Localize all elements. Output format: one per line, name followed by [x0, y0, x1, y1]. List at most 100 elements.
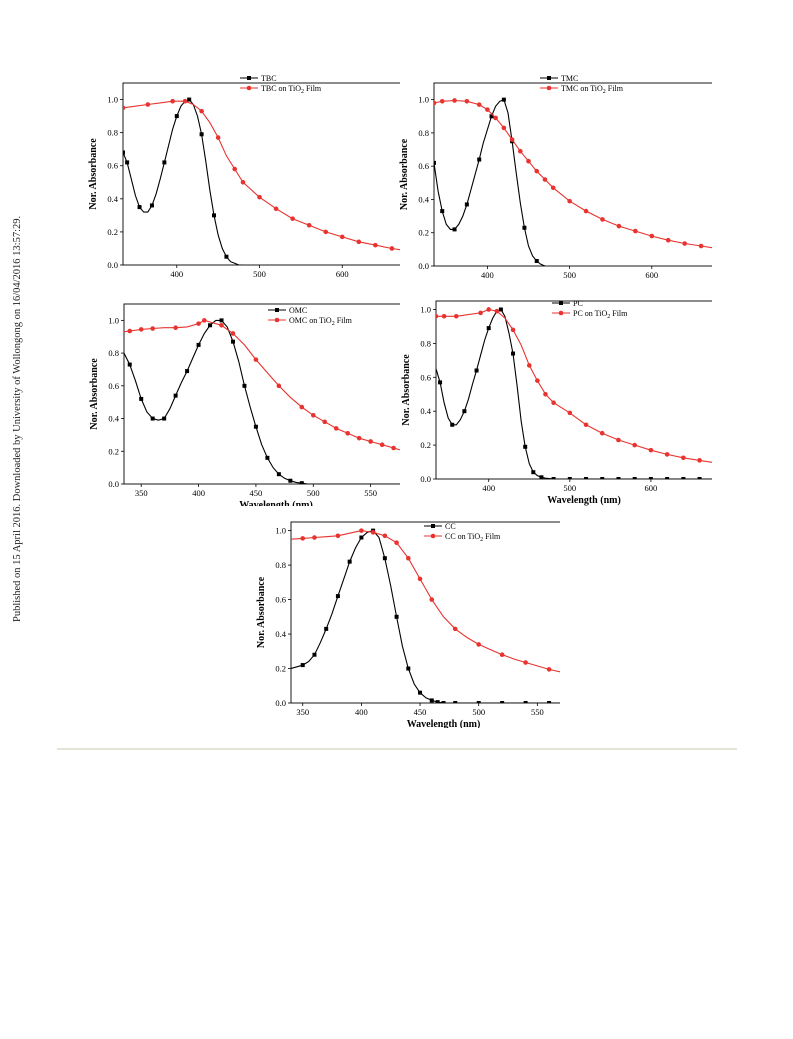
data-point-square [162, 416, 167, 421]
data-point-circle [499, 652, 505, 658]
y-tick-label: 0.6 [107, 161, 118, 171]
y-tick-label: 0.4 [420, 406, 431, 416]
data-point-circle [494, 308, 500, 314]
data-point-circle [345, 430, 350, 436]
legend-label-main: TBC on TiO [261, 84, 301, 93]
plot-frame [435, 300, 712, 480]
data-point-circle [145, 102, 151, 107]
legend-label: TMC [561, 74, 578, 83]
data-point-circle [368, 439, 373, 444]
data-point-circle [215, 135, 221, 140]
data-point-circle [452, 98, 457, 103]
data-point-circle [306, 222, 312, 228]
data-point-square [438, 380, 443, 385]
data-point-square [450, 422, 455, 427]
data-point-circle [681, 455, 686, 461]
legend-label-subscript: 2 [301, 89, 304, 95]
data-point-circle [648, 447, 654, 453]
y-tick-label: 0.6 [418, 161, 429, 171]
data-point-square [394, 614, 399, 619]
data-point-circle [127, 328, 133, 334]
data-point-square [242, 383, 247, 388]
x-axis-title: Wavelength (nm) [547, 495, 621, 506]
legend-label-main: PC on TiO [573, 309, 607, 318]
data-point-square [253, 424, 258, 429]
legend-marker-circle [558, 310, 564, 316]
data-point-circle [510, 327, 516, 333]
y-tick-label: 0.6 [275, 595, 286, 605]
legend-marker-square [275, 308, 279, 312]
data-point-circle [551, 400, 556, 406]
y-tick-label: 1.0 [275, 526, 286, 536]
data-point-square [464, 202, 469, 207]
y-tick-label: 0.2 [107, 227, 118, 237]
data-point-circle [310, 412, 316, 418]
legend-label-main: PC [573, 299, 583, 308]
data-point-circle [123, 105, 126, 111]
data-point-circle [406, 555, 411, 561]
legend-label-main: TBC [261, 74, 277, 83]
legend-label-main: TMC on TiO [561, 84, 603, 93]
x-tick-label: 600 [336, 269, 349, 279]
data-point-square [462, 409, 467, 414]
data-point-circle [493, 115, 498, 121]
data-point-circle [240, 179, 246, 185]
chart-tmc-absorbance: 4005006007000.00.20.40.60.81.0Wavelength… [399, 74, 712, 279]
data-point-square [511, 351, 516, 356]
data-point-circle [356, 239, 362, 245]
data-point-circle [290, 216, 295, 221]
y-tick-label: 1.0 [107, 95, 118, 105]
data-point-square [523, 701, 528, 703]
x-tick-label: 500 [307, 488, 320, 498]
data-point-circle [534, 168, 540, 174]
data-point-square [208, 323, 213, 328]
y-tick-label: 0.4 [108, 414, 119, 424]
series-omc-on-tio-group [124, 318, 400, 451]
data-point-square [498, 307, 503, 312]
data-point-square [551, 477, 556, 479]
x-tick-label: 400 [481, 270, 494, 279]
legend-label: CC [445, 522, 456, 531]
data-point-square [418, 690, 423, 695]
data-point-circle [273, 206, 279, 212]
data-point-square [616, 477, 621, 479]
x-tick-label: 400 [170, 269, 183, 279]
legend-label: PC [573, 299, 583, 308]
data-point-circle [434, 100, 437, 106]
data-point-circle [389, 246, 395, 251]
series-tmc-on-tio-group [434, 98, 712, 249]
data-point-circle [616, 223, 622, 229]
data-point-circle [335, 533, 341, 539]
data-point-circle [339, 234, 345, 240]
data-point-circle [583, 208, 589, 214]
legend-marker-square [547, 76, 551, 80]
data-point-square [265, 455, 270, 460]
data-point-circle [170, 98, 175, 104]
chart-tbc-absorbance: 4005006007000.00.20.40.60.81.0Wavelength… [88, 74, 400, 279]
series-cc-group [291, 528, 560, 703]
data-point-circle [523, 660, 528, 665]
x-tick-label: 600 [645, 483, 658, 493]
legend-label: CC on TiO2 Film [445, 532, 501, 543]
y-tick-label: 0.0 [418, 261, 429, 271]
data-point-square [149, 203, 154, 208]
data-point-square [531, 470, 536, 475]
data-point-square [150, 416, 155, 421]
x-tick-label: 350 [135, 488, 148, 498]
y-tick-label: 0.8 [420, 338, 431, 348]
legend-marker-square [431, 524, 435, 528]
data-point-circle [526, 363, 532, 368]
y-tick-label: 1.0 [420, 304, 431, 314]
legend-label-suffix: Film [606, 84, 624, 93]
data-point-circle [664, 452, 670, 457]
data-point-circle [543, 391, 548, 397]
data-point-square [681, 477, 686, 479]
data-point-circle [373, 242, 378, 248]
data-point-square [187, 97, 192, 102]
plot-frame [123, 303, 400, 485]
data-point-circle [464, 99, 470, 104]
x-tick-label: 400 [192, 488, 205, 498]
data-point-circle [436, 313, 439, 319]
